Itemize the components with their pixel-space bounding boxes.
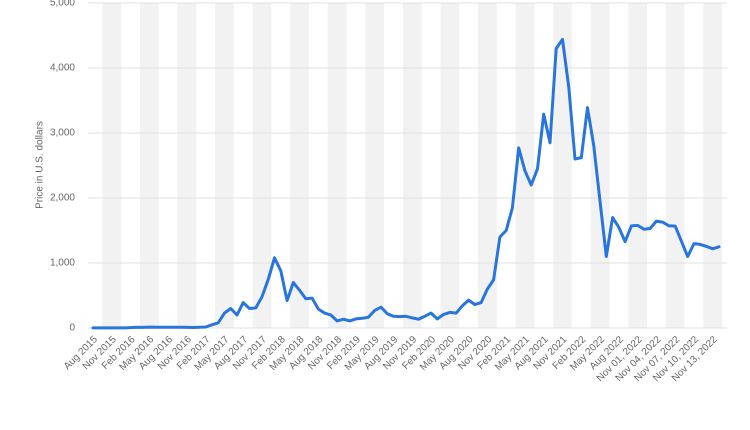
y-tick-label: 5,000 xyxy=(50,0,75,9)
background-band xyxy=(177,3,197,328)
background-band xyxy=(290,3,309,328)
price-line xyxy=(91,37,721,330)
y-tick-label: 3,000 xyxy=(50,128,75,139)
y-tick-label: 0 xyxy=(69,323,75,334)
background-band xyxy=(440,3,460,328)
background-band xyxy=(327,3,347,328)
background-band xyxy=(139,3,159,328)
background-band xyxy=(252,3,272,328)
background-band xyxy=(215,3,234,328)
y-tick-label: 1,000 xyxy=(50,258,75,269)
background-band xyxy=(102,3,122,328)
background-band xyxy=(703,3,723,328)
y-tick-label: 4,000 xyxy=(50,63,75,74)
background-band xyxy=(590,3,610,328)
background-band xyxy=(365,3,385,328)
y-axis-title: Price in U.S. dollars xyxy=(35,121,46,209)
background-band xyxy=(665,3,685,328)
y-tick-label: 2,000 xyxy=(50,193,75,204)
background-band xyxy=(477,3,497,328)
background-band xyxy=(628,3,648,328)
background-band xyxy=(402,3,422,328)
